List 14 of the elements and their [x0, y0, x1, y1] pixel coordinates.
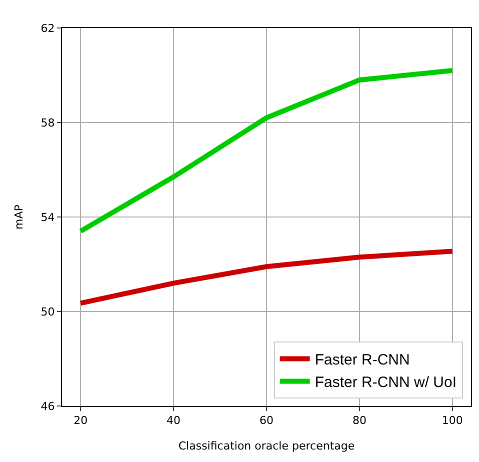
- x-tick-label: 80: [352, 414, 366, 428]
- x-axis-title: Classification oracle percentage: [178, 439, 355, 452]
- legend-label: Faster R-CNN: [314, 352, 410, 369]
- y-axis-title: mAP: [12, 204, 26, 230]
- y-tick-label: 54: [40, 210, 55, 224]
- y-tick-label: 62: [40, 22, 55, 35]
- legend-label: Faster R-CNN w/ UoI: [314, 374, 457, 392]
- x-tick-label: 100: [442, 414, 463, 428]
- x-tick-label: 40: [166, 414, 181, 428]
- y-tick-label: 50: [40, 305, 55, 318]
- y-tick-label: 58: [40, 116, 55, 130]
- x-tick-label: 60: [260, 414, 274, 428]
- y-tick-label: 46: [40, 400, 55, 413]
- x-tick-label: 20: [74, 414, 88, 428]
